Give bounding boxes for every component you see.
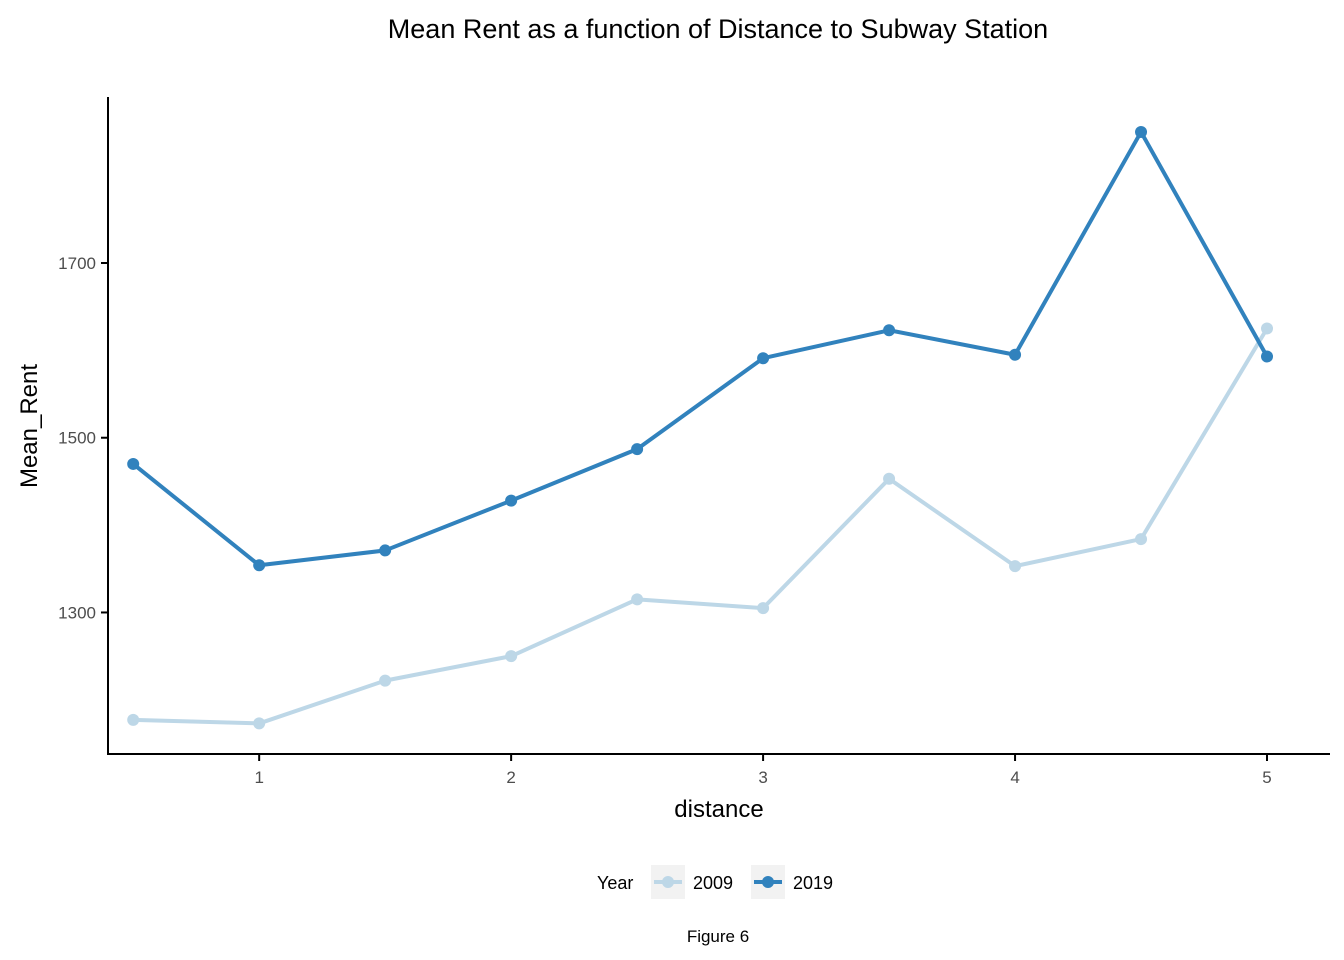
y-axis-title: Mean_Rent <box>16 364 43 488</box>
legend-label: 2009 <box>693 873 733 893</box>
data-point-2009 <box>883 472 896 485</box>
plot-area: 1300 1500 1700 1 2 3 4 5 <box>58 97 1330 787</box>
data-point-2009 <box>505 650 518 663</box>
data-point-2009 <box>1135 533 1148 546</box>
legend-items: 2009 2019 <box>651 865 833 899</box>
data-point-2009 <box>757 602 770 615</box>
x-axis-ticks: 1 2 3 4 5 <box>254 754 1272 787</box>
data-point-2009 <box>379 674 392 687</box>
y-tick-label: 1700 <box>58 254 96 273</box>
legend-label: 2019 <box>793 873 833 893</box>
data-point-2019 <box>631 443 644 456</box>
x-tick-label: 4 <box>1010 768 1019 787</box>
series-line-2009 <box>131 326 1270 726</box>
legend: Year 2009 2019 <box>597 865 833 899</box>
x-tick-label: 1 <box>254 768 263 787</box>
data-point-2019 <box>1261 350 1274 363</box>
series-2009 <box>127 322 1274 730</box>
x-tick-label: 5 <box>1262 768 1271 787</box>
x-tick-label: 3 <box>758 768 767 787</box>
y-tick-label: 1500 <box>58 429 96 448</box>
series-line-2019 <box>131 129 1270 568</box>
y-axis-ticks: 1300 1500 1700 <box>58 254 108 622</box>
data-point-2019 <box>883 324 896 337</box>
chart-title: Mean Rent as a function of Distance to S… <box>388 14 1048 44</box>
data-point-2019 <box>253 559 266 572</box>
legend-key-point <box>662 876 674 888</box>
legend-title: Year <box>597 873 633 893</box>
data-point-2009 <box>631 593 644 606</box>
data-point-2019 <box>505 494 518 507</box>
figure-caption: Figure 6 <box>687 927 749 946</box>
x-axis-title: distance <box>674 796 763 823</box>
y-tick-label: 1300 <box>58 603 96 622</box>
series-2019 <box>127 125 1274 572</box>
data-point-2019 <box>1009 348 1022 361</box>
data-point-2019 <box>757 352 770 365</box>
data-point-2019 <box>379 544 392 557</box>
data-point-2019 <box>127 457 140 470</box>
legend-item-2019: 2019 <box>751 865 833 899</box>
series-layer <box>127 125 1274 730</box>
data-point-2019 <box>1135 125 1148 138</box>
data-point-2009 <box>1261 322 1274 335</box>
data-point-2009 <box>127 713 140 726</box>
legend-item-2009: 2009 <box>651 865 733 899</box>
legend-key-point <box>762 876 774 888</box>
data-point-2009 <box>1009 560 1022 573</box>
data-point-2009 <box>253 717 266 730</box>
x-tick-label: 2 <box>506 768 515 787</box>
